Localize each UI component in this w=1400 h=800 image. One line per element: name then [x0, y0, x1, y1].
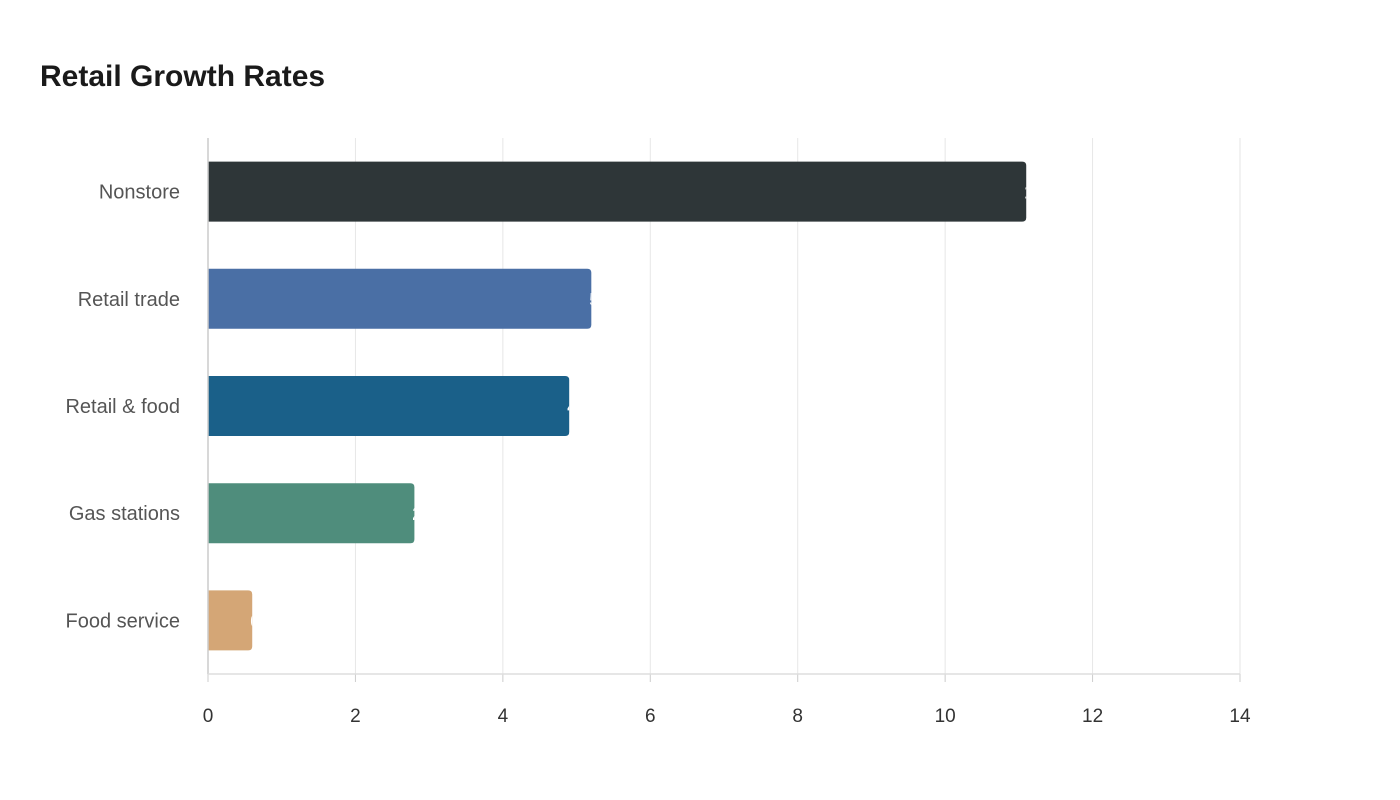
- bar-retail-trade[interactable]: [208, 268, 592, 329]
- x-tick-label: 4: [498, 706, 509, 727]
- labels: 0 2 4 6 8 10 12 14 Nonstore 11.1 Retail trade 5.2 Re…: [65, 182, 1251, 727]
- x-tick-label: 2: [350, 706, 361, 727]
- category-label: Retail trade: [78, 289, 180, 311]
- bar-value-label: 0.6: [250, 611, 275, 631]
- bar-food-service[interactable]: [208, 590, 253, 651]
- bar-gas-stations[interactable]: [208, 483, 415, 544]
- chart-title: Retail Growth Rates: [40, 60, 326, 93]
- category-label: Gas stations: [69, 503, 180, 525]
- axes: [207, 138, 1241, 682]
- bar-value-label: 11.1: [1024, 183, 1058, 203]
- x-tick-label: 14: [1229, 706, 1251, 727]
- x-tick-label: 12: [1082, 706, 1103, 727]
- bar-retail-food[interactable]: [208, 376, 570, 436]
- bars: [208, 161, 1027, 651]
- x-tick-label: 10: [935, 706, 956, 727]
- category-label: Food service: [66, 610, 181, 632]
- category-label: Retail & food: [65, 396, 180, 418]
- bar-value-label: 4.9: [567, 397, 592, 417]
- bar-nonstore[interactable]: [208, 161, 1027, 222]
- x-tick-label: 6: [645, 706, 656, 727]
- x-tick-label: 8: [792, 706, 803, 727]
- category-label: Nonstore: [99, 182, 180, 204]
- x-tick-label: 0: [203, 706, 214, 727]
- bar-value-label: 2.8: [412, 504, 437, 524]
- bar-value-label: 5.2: [589, 290, 614, 310]
